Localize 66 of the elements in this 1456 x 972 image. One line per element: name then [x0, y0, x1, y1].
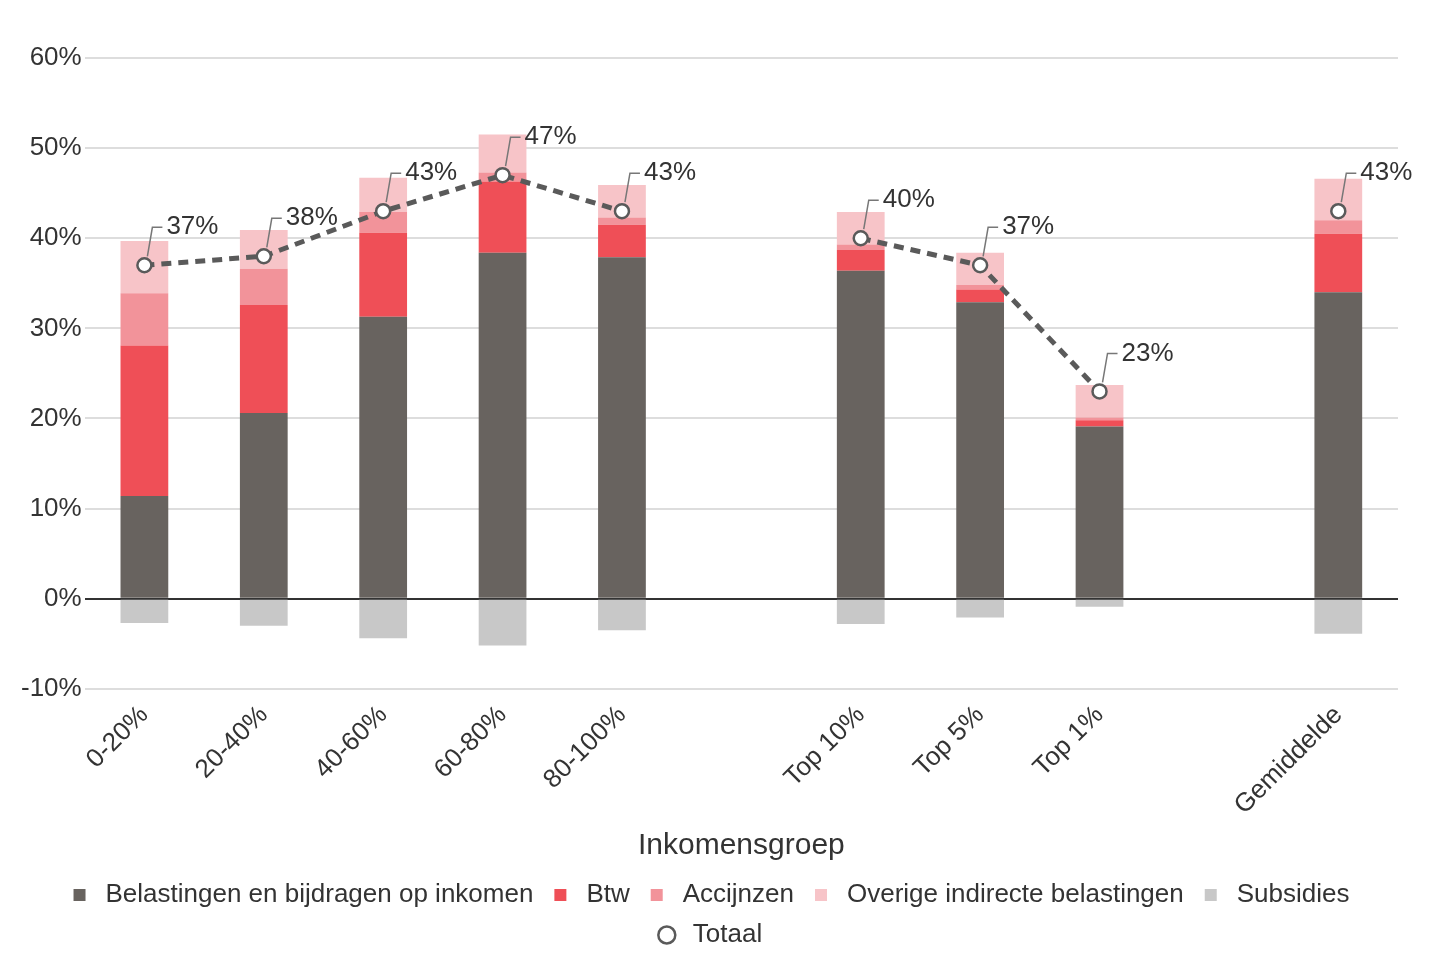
bar: [239, 413, 288, 598]
y-tick-label: 0%: [44, 581, 82, 612]
bar: [478, 252, 527, 598]
point: [852, 229, 869, 247]
bar: [598, 599, 646, 631]
bar: [598, 217, 646, 225]
bar: [478, 134, 527, 173]
legend-label: Overige indirecte belastingen: [846, 878, 1184, 909]
y-tick-label: 30%: [29, 311, 82, 342]
x-tick-label: Top 5%: [906, 698, 990, 782]
bar: [1314, 233, 1363, 293]
data-label: 23%: [1121, 336, 1174, 367]
bar: [598, 257, 646, 598]
bar: [239, 599, 288, 626]
bar: [478, 181, 527, 253]
bar: [120, 495, 169, 598]
bar: [359, 599, 408, 639]
point: [1091, 383, 1108, 400]
data-label: 47%: [524, 120, 577, 151]
bar: [1314, 220, 1363, 234]
bar: [1075, 420, 1124, 427]
y-tick-label: 40%: [29, 221, 82, 252]
bar: [359, 316, 408, 598]
point: [1330, 202, 1347, 220]
bar: [836, 270, 885, 598]
x-axis-title: Inkomensgroep: [637, 827, 845, 861]
x-tick-label: Top 1%: [1026, 698, 1109, 782]
bar: [239, 304, 288, 414]
point: [374, 202, 392, 220]
bar: [120, 599, 169, 624]
bar: [956, 599, 1005, 618]
bar: [120, 293, 169, 346]
legend-label: Totaal: [692, 918, 763, 949]
y-tick-label: 60%: [29, 41, 82, 72]
bar: [478, 599, 527, 646]
bar: [1075, 599, 1124, 607]
legend-label: Subsidies: [1236, 878, 1350, 909]
bar: [956, 285, 1005, 290]
bar: [1314, 599, 1363, 634]
x-tick-label: Top 10%: [777, 698, 871, 792]
bar: [1314, 292, 1363, 598]
y-tick-label: 20%: [29, 401, 82, 432]
data-label: 40%: [882, 183, 935, 214]
y-tick-label: 50%: [29, 131, 82, 162]
bar: [836, 249, 885, 271]
bar: [598, 224, 646, 258]
point: [613, 202, 631, 220]
data-label: 37%: [1002, 210, 1055, 241]
y-tick-label: -10%: [20, 671, 82, 702]
bar: [120, 345, 169, 496]
data-label: 43%: [643, 156, 696, 187]
bar: [836, 599, 885, 624]
y-tick-label: 10%: [29, 491, 82, 522]
bar: [239, 268, 288, 305]
legend-label: Belastingen en bijdragen op inkomen: [105, 878, 534, 909]
data-label: 43%: [1360, 156, 1413, 187]
data-label: 38%: [285, 201, 338, 232]
data-label: 43%: [405, 156, 458, 187]
bar: [1075, 426, 1124, 598]
point: [494, 166, 511, 184]
legend-label: Accijnzen: [682, 878, 794, 909]
legend-label: Btw: [586, 878, 630, 909]
data-label: 37%: [166, 210, 219, 241]
bar: [359, 232, 408, 317]
bar: [956, 289, 1005, 303]
bar: [956, 302, 1005, 598]
